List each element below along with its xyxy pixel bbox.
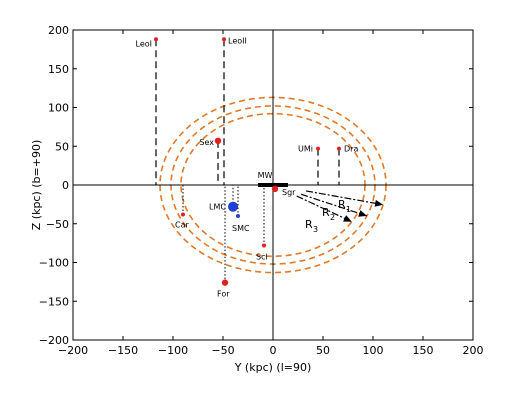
drop-lines-group [155,39,340,283]
radius-subscript-3: 3 [313,225,318,234]
point-label-scl: Scl [256,252,268,261]
x-tick-label: 0 [270,344,277,357]
milky-way-label: MW [258,171,273,180]
point-umi [316,146,320,151]
radius-arrowhead-2 [358,210,367,217]
point-scl [262,243,266,248]
y-tick-label: 200 [48,24,69,37]
radius-arrowhead-3 [343,215,352,222]
point-label-dra: Dra [344,145,358,154]
x-tick-label: 50 [316,344,330,357]
y-tick-label: −50 [46,218,69,231]
point-dra [337,146,341,151]
x-axis-label: Y (kpc) (l=90) [234,361,312,374]
x-tick-labels-group: −200 −150 −100 −50 0 50 100 150 200 [58,344,484,357]
points-group [154,37,341,286]
point-label-car: Car [175,220,189,229]
point-labels-group: LeoI LeoII Sex UMi Dra Car Scl For Sgr LMC SMC [136,36,359,298]
radius-arrow-3 [296,195,353,223]
radius-label-3: R [305,218,313,231]
y-tick-label: −100 [39,257,69,270]
y-tick-label: 0 [62,179,69,192]
y-tick-label: 50 [55,140,69,153]
radius-label-2: R [322,206,330,219]
point-label-leoi: LeoI [136,39,153,48]
y-axis-label: Z (kpc) (b=+90) [30,140,43,231]
y-tick-label: 100 [48,102,69,115]
point-label-leoii: LeoII [228,36,247,45]
y-tick-label: 150 [48,63,69,76]
x-tick-label: 200 [463,344,484,357]
x-tick-label: −150 [108,344,138,357]
milky-way-group: MW [258,171,288,187]
ticks-group [72,29,474,341]
x-tick-label: 100 [363,344,384,357]
radius-arrow-2 [300,193,368,217]
point-sex [214,137,222,145]
point-smc [236,214,240,218]
point-sgr [271,185,279,193]
x-tick-label: −100 [158,344,188,357]
point-label-lmc: LMC [209,203,226,212]
point-label-umi: UMi [298,145,313,154]
milky-way-disc [258,183,288,187]
radius-arrow-1 [305,190,384,206]
point-label-sgr: Sgr [282,188,296,197]
radius-arrows-group: R1R2R3 [296,190,384,234]
point-car [181,212,185,217]
point-for [221,279,229,286]
radius-subscript-2: 2 [330,213,335,222]
y-tick-label: −150 [39,295,69,308]
point-leoii [222,37,226,42]
point-leoi [154,37,158,42]
point-label-smc: SMC [232,224,250,233]
x-tick-label: −50 [211,344,234,357]
point-label-sex: Sex [199,138,214,147]
point-lmc [228,201,238,212]
radius-arrowhead-1 [374,199,384,207]
x-tick-label: −200 [58,344,88,357]
point-label-for: For [217,290,230,299]
y-tick-label: −200 [39,334,69,347]
radius-label-1: R [338,198,346,211]
x-tick-label: 150 [413,344,434,357]
y-tick-labels-group: −200 −150 −100 −50 0 50 100 150 200 [39,24,69,347]
